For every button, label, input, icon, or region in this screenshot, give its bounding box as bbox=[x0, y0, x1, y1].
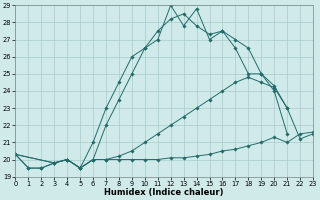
X-axis label: Humidex (Indice chaleur): Humidex (Indice chaleur) bbox=[105, 188, 224, 197]
